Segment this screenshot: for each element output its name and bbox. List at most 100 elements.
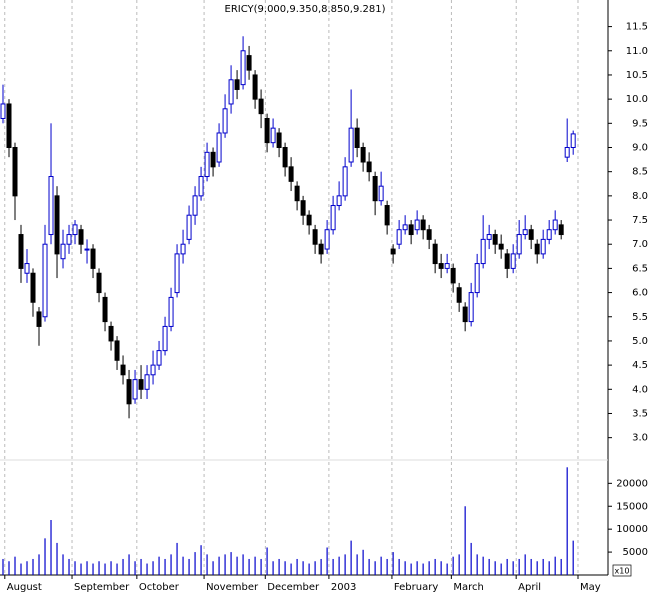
candle-body — [564, 146, 570, 158]
candle-body — [36, 311, 42, 327]
candle-body — [150, 364, 156, 376]
x-tick-label: December — [267, 582, 320, 592]
y-tick-label: 11.5 — [626, 22, 648, 33]
y-tick-label: 4.5 — [632, 360, 648, 371]
volume-bar — [278, 558, 280, 575]
volume-bar — [38, 554, 40, 575]
candle-body — [126, 379, 132, 405]
volume-bar — [158, 556, 160, 575]
volume-unit-label: x10 — [615, 567, 630, 576]
volume-bar — [152, 561, 154, 575]
volume-bar — [326, 547, 328, 575]
x-tick-label: November — [206, 582, 259, 592]
x-tick-label: 2003 — [331, 582, 356, 592]
candle-body — [54, 195, 60, 255]
candle-body — [60, 243, 66, 260]
volume-bar — [554, 556, 556, 575]
volume-bar — [170, 554, 172, 575]
candle-body — [492, 234, 498, 245]
volume-bar — [536, 561, 538, 575]
candle-body — [336, 195, 342, 207]
volume-bar — [494, 561, 496, 575]
candle-body — [144, 374, 150, 390]
volume-bar — [2, 558, 4, 575]
candle-body — [270, 127, 276, 144]
candle-body — [300, 200, 306, 216]
y-tick-label: 5000 — [623, 547, 648, 558]
candle-body — [288, 166, 294, 182]
candle-body — [456, 287, 462, 303]
volume-bar — [350, 540, 352, 575]
volume-bar — [206, 554, 208, 575]
volume-bar — [560, 558, 562, 575]
volume-bar — [524, 554, 526, 575]
candle-body — [108, 325, 114, 342]
candle-body — [72, 224, 78, 236]
candle-body — [132, 379, 138, 400]
x-tick-label: September — [74, 582, 130, 592]
candle-body — [534, 243, 540, 255]
candle-body — [66, 234, 72, 245]
candle-body — [180, 243, 186, 255]
candle-body — [468, 292, 474, 323]
candle-body — [504, 253, 510, 269]
candle-body — [204, 151, 210, 178]
volume-bar — [230, 552, 232, 575]
candle-body — [516, 234, 522, 255]
candle-body — [6, 103, 12, 148]
candle-body — [210, 151, 216, 168]
volume-bar — [476, 554, 478, 575]
candle-body — [18, 234, 24, 269]
volume-bar — [50, 520, 52, 575]
volume-bar — [98, 561, 100, 575]
candle-body — [342, 166, 348, 197]
candle-body — [306, 214, 312, 226]
volume-bar — [20, 563, 22, 575]
candle-body — [114, 340, 120, 361]
volume-bar — [374, 561, 376, 575]
volume-bar — [386, 558, 388, 575]
volume-bar — [506, 558, 508, 575]
volume-bar — [236, 556, 238, 575]
candle-body — [378, 185, 384, 202]
y-tick-label: 15000 — [616, 501, 648, 512]
volume-bar — [410, 563, 412, 575]
volume-bar — [434, 558, 436, 575]
x-tick-label: February — [394, 582, 438, 592]
y-tick-label: 5.0 — [632, 336, 648, 347]
volume-bar — [86, 561, 88, 575]
y-tick-label: 10.0 — [626, 94, 648, 105]
candle-body — [186, 214, 192, 240]
volume-bar — [500, 563, 502, 575]
volume-bar — [242, 554, 244, 575]
candle-body — [48, 176, 54, 236]
y-tick-label: 6.0 — [632, 288, 648, 299]
volume-bar — [458, 554, 460, 575]
x-tick-label: May — [580, 582, 601, 592]
candle-body — [420, 219, 426, 231]
candle-body — [282, 146, 288, 168]
candle-body — [138, 379, 144, 390]
candle-body — [84, 248, 90, 251]
candle-body — [198, 176, 204, 197]
candle-body — [78, 229, 84, 245]
y-tick-label: 10000 — [616, 524, 648, 535]
candle-body — [474, 263, 480, 294]
volume-bar — [218, 556, 220, 575]
volume-bar — [260, 558, 262, 575]
volume-bar — [104, 563, 106, 575]
volume-bar — [446, 563, 448, 575]
volume-bar — [26, 561, 28, 575]
candle-body — [264, 117, 270, 144]
y-tick-label: 9.5 — [632, 118, 648, 129]
volume-bar — [356, 554, 358, 575]
candle-body — [294, 185, 300, 202]
volume-bar — [482, 556, 484, 575]
volume-bar — [332, 558, 334, 575]
candle-body — [96, 272, 102, 294]
volume-bar — [182, 556, 184, 575]
volume-bar — [404, 561, 406, 575]
volume-bar — [422, 563, 424, 575]
candle-body — [324, 229, 330, 250]
